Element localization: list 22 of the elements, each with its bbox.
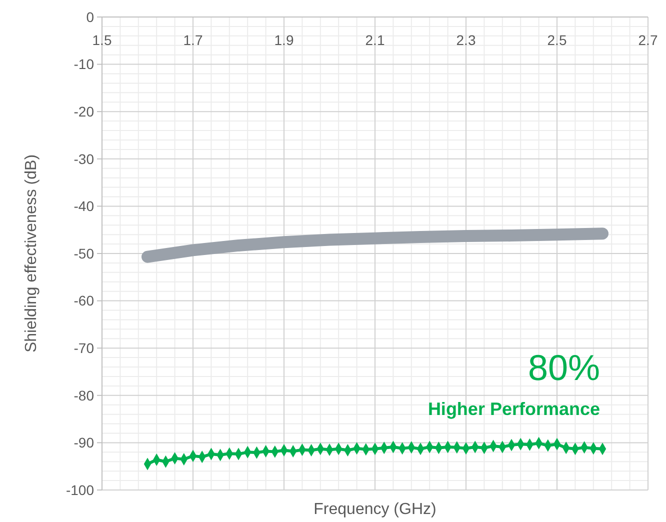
y-tick-label: 0 bbox=[86, 8, 94, 25]
y-tick-label: -100 bbox=[66, 482, 94, 498]
annotation: 80% bbox=[528, 347, 600, 388]
y-tick-label: -40 bbox=[74, 198, 94, 214]
y-axis-title: Shielding effectiveness (dB) bbox=[23, 154, 40, 353]
y-tick-label: -30 bbox=[74, 150, 94, 167]
x-tick-label: 1.9 bbox=[274, 32, 294, 48]
y-tick-label: -70 bbox=[74, 340, 94, 356]
x-tick-label: 2.1 bbox=[365, 32, 385, 48]
x-tick-label: 2.3 bbox=[456, 32, 476, 48]
x-tick-label: 2.7 bbox=[638, 32, 658, 48]
y-tick-label: -80 bbox=[74, 387, 94, 404]
y-tick-label: -20 bbox=[74, 104, 94, 120]
y-tick-label: -50 bbox=[74, 245, 94, 262]
y-tick-label: -90 bbox=[74, 434, 94, 451]
y-tick-label: -10 bbox=[74, 56, 94, 72]
x-tick-label: 1.5 bbox=[92, 32, 112, 48]
x-axis-title: Frequency (GHz) bbox=[314, 501, 436, 518]
annotation: Higher Performance bbox=[428, 399, 600, 419]
y-tick-label: -60 bbox=[74, 292, 94, 309]
x-tick-label: 1.7 bbox=[183, 32, 203, 48]
x-tick-label: 2.5 bbox=[547, 32, 567, 48]
